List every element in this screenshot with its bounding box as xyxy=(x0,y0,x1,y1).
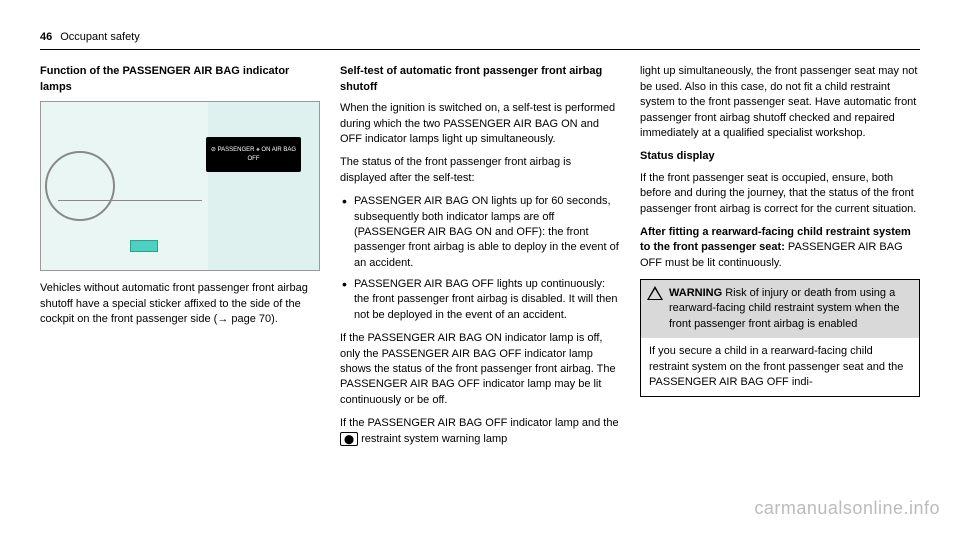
restraint-warning-icon: ⬤ xyxy=(340,432,358,446)
col2-p2: The status of the front passenger front … xyxy=(340,155,620,186)
steering-wheel-icon xyxy=(45,151,115,221)
col2-p4: If the PASSENGER AIR BAG OFF indicator l… xyxy=(340,416,620,447)
col2-list: PASSENGER AIR BAG ON lights up for 60 se… xyxy=(340,194,620,323)
status-display-heading: Status display xyxy=(640,149,920,164)
warning-label: WARNING xyxy=(669,287,722,299)
airbag-indicator-panel: ⊘ PASSENGER ⚹ ON AIR BAG OFF xyxy=(206,137,301,172)
dashboard-line xyxy=(58,200,203,201)
warning-body: If you secure a child in a rearward-faci… xyxy=(641,338,919,396)
warning-box: WARNING Risk of injury or death from usi… xyxy=(640,279,920,397)
page-header: 46 Occupant safety xyxy=(40,30,920,50)
col3-p2: If the front passenger seat is occupied,… xyxy=(640,171,920,217)
list-item: PASSENGER AIR BAG ON lights up for 60 se… xyxy=(340,194,620,271)
col2-heading: Self-test of automatic front passenger f… xyxy=(340,64,620,95)
column-1: Function of the PASSENGER AIR BAG indica… xyxy=(40,64,320,455)
list-item: PASSENGER AIR BAG OFF lights up continuo… xyxy=(340,277,620,323)
column-3: light up simultaneously, the front passe… xyxy=(640,64,920,455)
col2-p3: If the PASSENGER AIR BAG ON indicator la… xyxy=(340,331,620,408)
page-number: 46 xyxy=(40,31,52,43)
console-highlight xyxy=(130,240,158,252)
column-2: Self-test of automatic front passenger f… xyxy=(340,64,620,455)
watermark: carmanualsonline.info xyxy=(754,496,940,521)
col2-p1: When the ignition is switched on, a self… xyxy=(340,101,620,147)
dashboard-illustration: ⊘ PASSENGER ⚹ ON AIR BAG OFF xyxy=(40,101,320,271)
col1-heading: Function of the PASSENGER AIR BAG indica… xyxy=(40,64,320,95)
section-title: Occupant safety xyxy=(60,31,140,43)
col3-h3-block: After fitting a rearward-facing child re… xyxy=(640,225,920,271)
warning-triangle-icon xyxy=(647,286,663,300)
warning-header: WARNING Risk of injury or death from usi… xyxy=(641,280,919,338)
illustration-bg-right xyxy=(208,102,319,270)
content-columns: Function of the PASSENGER AIR BAG indica… xyxy=(40,64,920,455)
col2-p4a: If the PASSENGER AIR BAG OFF indicator l… xyxy=(340,417,619,429)
col1-caption: Vehicles without automatic front passeng… xyxy=(40,281,320,327)
col3-p1: light up simultaneously, the front passe… xyxy=(640,64,920,141)
col2-p4b: restraint system warning lamp xyxy=(358,433,507,445)
